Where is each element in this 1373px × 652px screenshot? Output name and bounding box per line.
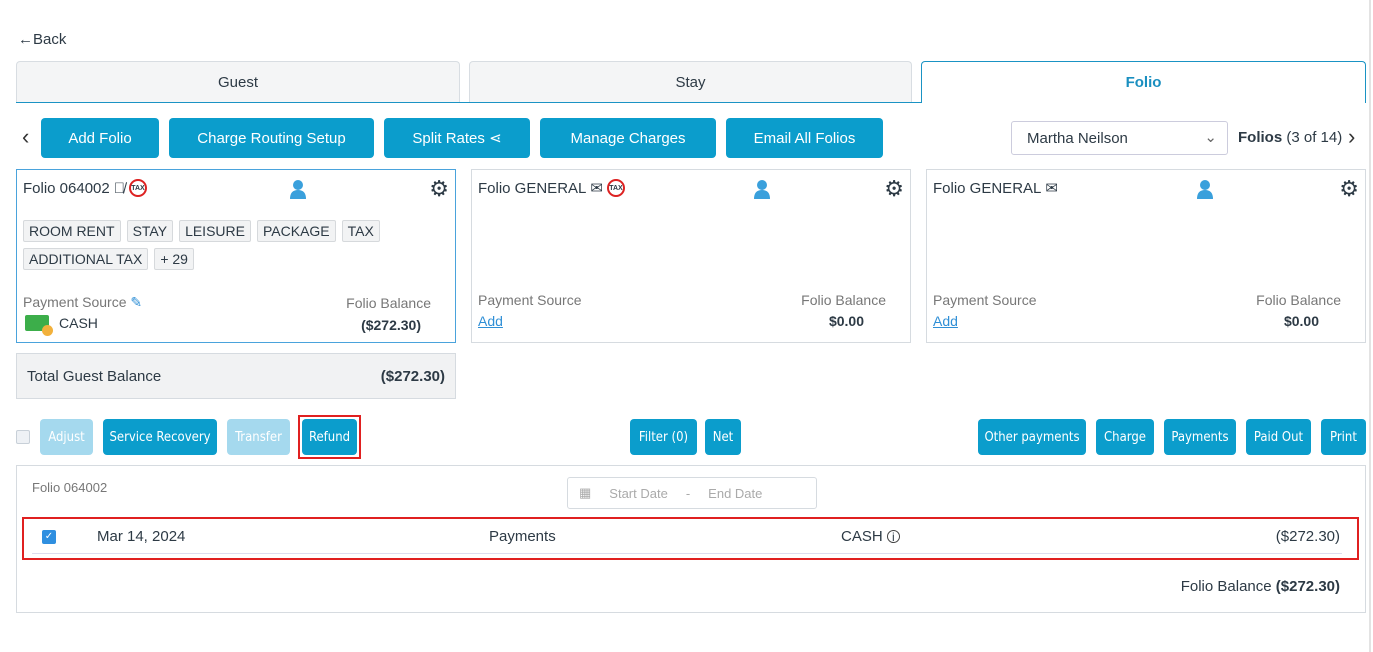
eye-slash-icon: 👁̸: [113, 179, 125, 197]
person-icon[interactable]: [289, 179, 307, 204]
gear-icon[interactable]: ⚙: [1339, 176, 1359, 201]
refund-highlight: [298, 415, 361, 459]
tab-divider: [16, 102, 1366, 103]
person-icon[interactable]: [753, 179, 771, 204]
service-recovery-button[interactable]: Service Recovery: [103, 419, 217, 455]
email-all-folios-button[interactable]: Email All Folios: [726, 118, 883, 158]
email-icon: ✉: [1045, 180, 1058, 197]
refund-button[interactable]: Refund: [302, 419, 357, 455]
print-button[interactable]: Print: [1321, 419, 1366, 455]
filter-button[interactable]: Filter (0): [630, 419, 697, 455]
scrollbar[interactable]: [1369, 0, 1371, 652]
row-divider: [32, 553, 1342, 554]
ledger-panel: Folio 064002 ▦ Start Date - End Date ✓ M…: [16, 465, 1366, 613]
tag-chip: LEISURE: [179, 220, 251, 242]
charge-button[interactable]: Charge: [1096, 419, 1154, 455]
row-type: Payments: [489, 528, 556, 545]
transfer-button[interactable]: Transfer: [227, 419, 290, 455]
folio-balance-value: $0.00: [828, 313, 864, 329]
manage-charges-button[interactable]: Manage Charges: [540, 118, 716, 158]
select-all-checkbox[interactable]: [16, 430, 30, 444]
back-link[interactable]: ←Back: [18, 31, 67, 48]
arrow-left-icon: ←: [18, 31, 33, 48]
info-icon[interactable]: i: [886, 530, 900, 543]
payment-source-label: Payment Source: [23, 294, 127, 310]
row-date: Mar 14, 2024: [97, 528, 186, 545]
guest-select[interactable]: Martha Neilson ⌄: [1011, 121, 1228, 155]
split-rates-button[interactable]: Split Rates ⋖: [384, 118, 530, 158]
add-folio-button[interactable]: Add Folio: [41, 118, 159, 158]
date-range-picker[interactable]: ▦ Start Date - End Date: [567, 477, 817, 509]
folio-balance-label: Folio Balance: [346, 295, 431, 311]
no-tax-icon: TAX: [128, 179, 147, 197]
row-checkbox[interactable]: ✓: [42, 530, 56, 544]
adjust-button[interactable]: Adjust: [40, 419, 93, 455]
edit-icon[interactable]: ✎: [130, 294, 143, 310]
folio-card[interactable]: Folio GENERAL ✉ TAX ⚙ Payment Source Add F…: [471, 169, 911, 343]
folio-balance-value: $0.00: [1283, 313, 1319, 329]
person-icon[interactable]: [1196, 179, 1214, 204]
share-icon: ⋖: [489, 130, 502, 147]
folio-card[interactable]: Folio 064002 👁̸ TAX ⚙ ROOM RENT STAY LEISU…: [16, 169, 456, 343]
gear-icon[interactable]: ⚙: [429, 176, 449, 201]
tag-chip: ROOM RENT: [23, 220, 121, 242]
folio-balance-label: Folio Balance: [1256, 292, 1341, 308]
paid-out-button[interactable]: Paid Out: [1246, 419, 1311, 455]
chevron-left-icon[interactable]: ‹: [22, 124, 30, 149]
tag-chip: ADDITIONAL TAX: [23, 248, 149, 270]
folio-balance-value: ($272.30): [361, 317, 421, 333]
chevron-down-icon: ⌄: [1204, 129, 1217, 146]
payment-source-value: CASH: [59, 315, 98, 331]
tag-chip: TAX: [341, 220, 380, 242]
ledger-folio-label: Folio 064002: [32, 480, 108, 495]
chevron-right-icon[interactable]: ›: [1348, 124, 1356, 149]
charge-routing-setup-button[interactable]: Charge Routing Setup: [169, 118, 374, 158]
calendar-icon: ▦: [579, 485, 592, 500]
tag-chip: STAY: [126, 220, 174, 242]
start-date-input[interactable]: Start Date: [609, 485, 668, 501]
folio-balance-label: Folio Balance: [801, 292, 886, 308]
ledger-folio-balance: Folio Balance ($272.30): [1180, 578, 1340, 595]
net-button[interactable]: Net: [705, 419, 741, 455]
no-tax-icon: TAX: [606, 179, 625, 197]
add-payment-source-link[interactable]: Add: [478, 313, 503, 329]
ledger-row-highlight: [22, 517, 1359, 560]
other-payments-button[interactable]: Other payments: [978, 419, 1086, 455]
payment-source-label: Payment Source: [478, 292, 582, 308]
payment-source-label: Payment Source: [933, 292, 1037, 308]
folio-counter: Folios (3 of 14): [1238, 129, 1343, 146]
tab-guest[interactable]: Guest: [16, 61, 460, 102]
total-guest-balance: Total Guest Balance ($272.30): [16, 353, 456, 399]
add-payment-source-link[interactable]: Add: [933, 313, 958, 329]
more-tags-chip[interactable]: + 29: [154, 248, 194, 270]
row-method: CASH i: [841, 528, 900, 545]
email-icon: ✉: [590, 180, 603, 197]
tab-folio[interactable]: Folio: [921, 61, 1366, 103]
cash-icon: [25, 315, 53, 336]
row-amount: ($272.30): [1275, 528, 1340, 545]
folio-card[interactable]: Folio GENERAL ✉ ⚙ Payment Source Add Foli…: [926, 169, 1366, 343]
gear-icon[interactable]: ⚙: [884, 176, 904, 201]
tab-stay[interactable]: Stay: [469, 61, 912, 102]
tag-chip: PACKAGE: [256, 220, 336, 242]
payments-button[interactable]: Payments: [1164, 419, 1236, 455]
end-date-input[interactable]: End Date: [708, 485, 763, 501]
